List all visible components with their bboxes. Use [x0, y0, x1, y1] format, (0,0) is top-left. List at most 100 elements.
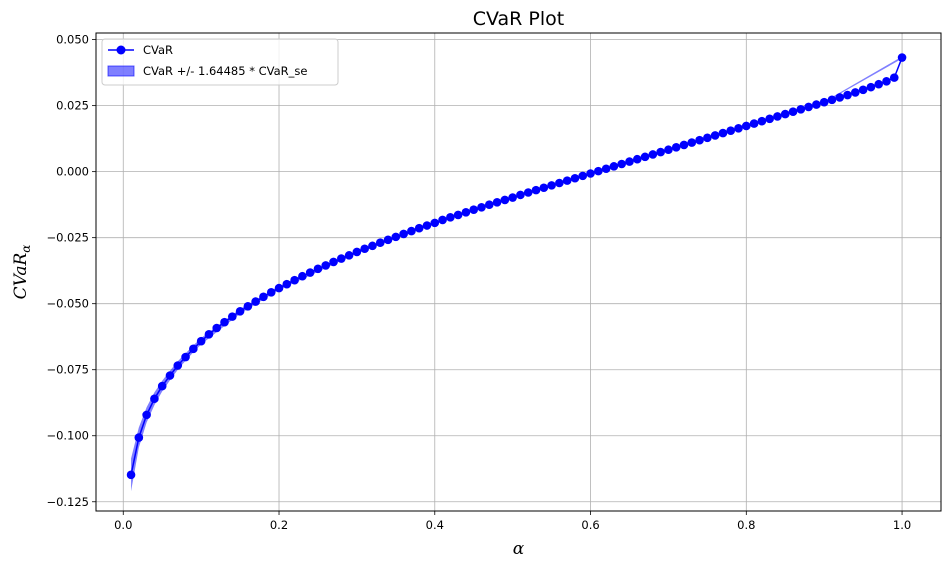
cvar-point [189, 344, 198, 354]
cvar-point [562, 176, 572, 185]
legend-label-cvar: CVaR [143, 43, 173, 57]
cvar-point [484, 200, 494, 209]
cvar-point [126, 470, 136, 480]
cvar-point [391, 232, 401, 242]
cvar-point [360, 244, 369, 254]
cvar-point [671, 143, 681, 152]
cvar-point [344, 251, 354, 260]
cvar-point [352, 247, 362, 257]
cvar-point [625, 157, 634, 166]
cvar-point [469, 205, 479, 214]
cvar-point [765, 114, 774, 124]
cvar-point [220, 317, 229, 327]
cvar-point [157, 381, 167, 391]
cvar-point [508, 193, 517, 202]
cvar-point [329, 257, 338, 267]
cvar-point [321, 261, 331, 270]
chart-title: CVaR Plot [473, 8, 564, 30]
x-tick-label: 0.4 [426, 518, 444, 532]
cvar-point [523, 188, 533, 197]
cvar-point [555, 178, 564, 188]
x-tick-label: 0.2 [270, 518, 288, 532]
cvar-point [812, 100, 821, 109]
cvar-point [282, 279, 292, 289]
cvar-point [181, 352, 190, 362]
cvar-point [718, 128, 728, 138]
cvar-point [251, 297, 260, 306]
cvar-point [586, 169, 595, 178]
y-tick-label: 0.025 [56, 99, 89, 113]
cvar-point [897, 53, 907, 62]
cvar-point [664, 145, 673, 155]
series-points-layer [126, 53, 907, 480]
y-tick-label: −0.075 [46, 363, 89, 377]
cvar-point [858, 85, 868, 95]
cvar-point [594, 166, 603, 176]
cvar-point [259, 292, 268, 302]
cvar-point [212, 323, 222, 333]
cvar-point [422, 221, 432, 230]
cvar-point [298, 271, 307, 281]
cvar-point [173, 361, 183, 370]
cvar-point [430, 218, 440, 228]
cvar-point [843, 90, 852, 100]
cvar-point [757, 116, 767, 126]
x-axis-ticks: 0.0 0.2 0.4 0.6 0.8 1.0 [114, 511, 911, 532]
y-tick-label: 0.050 [56, 33, 89, 47]
cvar-point [337, 254, 346, 263]
cvar-point [703, 133, 712, 143]
cvar-point [492, 197, 502, 207]
cvar-point [516, 190, 525, 200]
cvar-point [547, 181, 556, 190]
cvar-point [446, 213, 455, 222]
cvar-point [609, 162, 619, 171]
cvar-point [150, 394, 159, 404]
cvar-point [407, 226, 416, 236]
cvar-point [804, 102, 813, 112]
y-tick-label: −0.025 [46, 231, 89, 245]
cvar-point [266, 288, 276, 297]
cvar-point [570, 173, 580, 183]
cvar-point [617, 159, 626, 169]
cvar-point [687, 138, 697, 147]
cvar-point [726, 126, 736, 136]
cvar-point [274, 283, 284, 293]
cvar-point [788, 107, 798, 116]
y-axis-ticks: −0.125 −0.100 −0.075 −0.050 −0.025 0.000 0.025… [46, 33, 96, 509]
cvar-point [204, 330, 214, 339]
x-tick-label: 0.0 [114, 518, 132, 532]
cvar-point [414, 223, 424, 233]
y-axis-label-subscript: α [19, 245, 33, 253]
cvar-point [640, 152, 650, 162]
cvar-point [477, 203, 486, 212]
legend: CVaR CVaR +/- 1.64485 * CVaR_se [101, 38, 339, 86]
cvar-point [227, 312, 237, 321]
cvar-point [827, 95, 837, 105]
cvar-point [889, 73, 899, 82]
cvar-point [290, 275, 299, 285]
cvar-point [866, 82, 876, 92]
cvar-point [632, 154, 642, 164]
cvar-point [780, 109, 790, 119]
legend-band-swatch [107, 65, 135, 77]
cvar-point [734, 124, 743, 133]
cvar-point [500, 195, 510, 205]
y-tick-label: 0.000 [56, 165, 89, 179]
cvar-point [601, 164, 611, 174]
cvar-point [882, 77, 891, 86]
cvar-point [243, 302, 253, 311]
cvar-point [749, 119, 759, 128]
plot-frame [95, 32, 942, 512]
x-tick-label: 0.8 [737, 518, 755, 532]
legend-marker-swatch [116, 45, 126, 55]
cvar-point [710, 131, 720, 140]
y-tick-label: −0.125 [46, 495, 89, 509]
cvar-point [648, 150, 658, 159]
cvar-point [313, 264, 323, 274]
cvar-point [851, 88, 860, 97]
cvar-point [578, 171, 588, 181]
cvar-point [742, 121, 751, 131]
cvar-point [438, 215, 447, 225]
